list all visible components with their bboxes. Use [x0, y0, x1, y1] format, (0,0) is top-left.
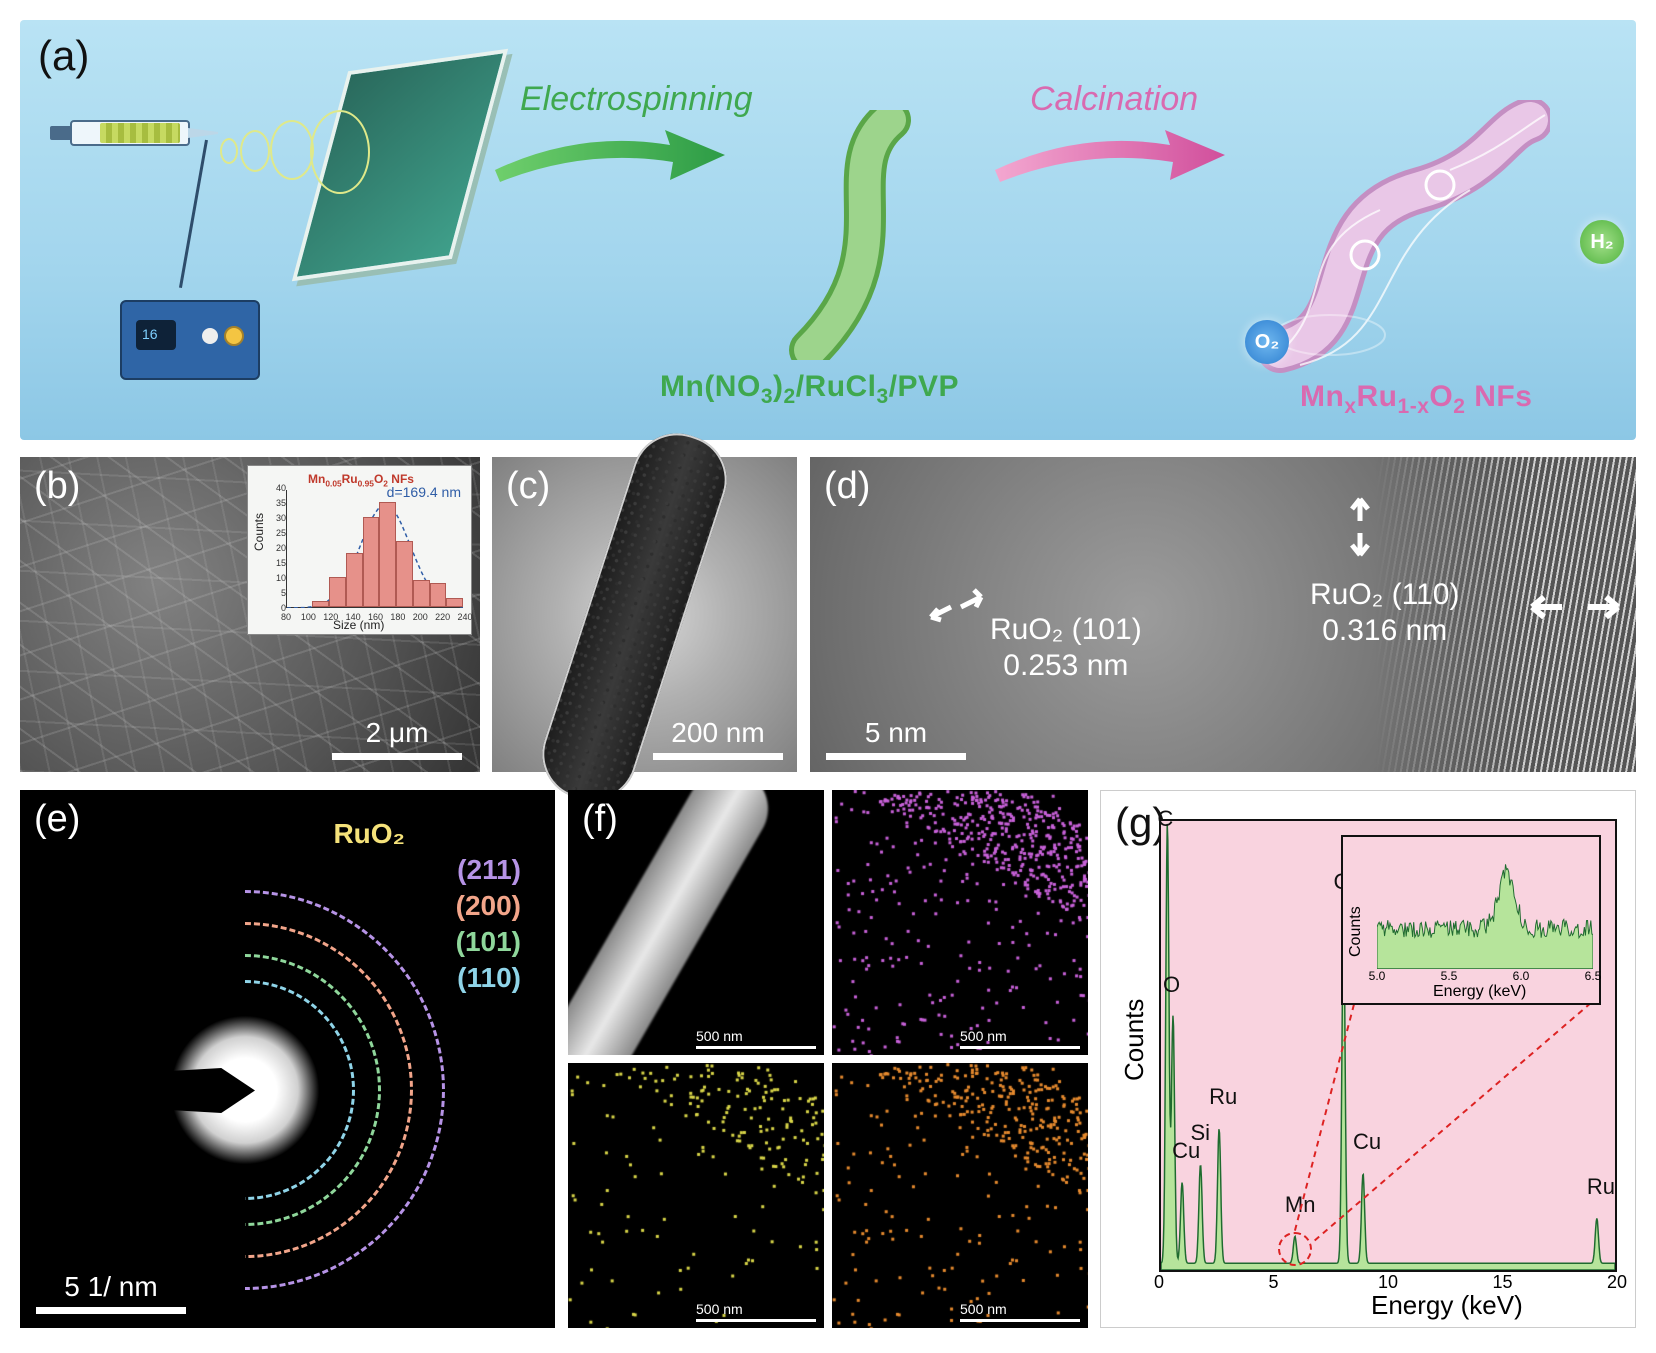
o2-badge-icon: O₂	[1245, 320, 1289, 364]
spectrum-ylabel: Counts	[1119, 999, 1150, 1081]
spectrum-plot-area: COCuSiRuMnCuCuRu Counts Energy (keV) 5.0…	[1159, 819, 1617, 1272]
eds-map-grid: (f) 500 nm Ru 500 nm Mn 500 nm O 500 nm	[568, 790, 1088, 1328]
panel-b-scalebar-text: 2 μm	[366, 717, 429, 748]
electrospinning-setup: 16	[60, 50, 480, 410]
panel-f-label: (f)	[582, 798, 618, 841]
panel-d-plane-110: RuO₂ (110) 0.316 nm	[1310, 577, 1459, 649]
product-formula: MnxRu1-xO2 NFs	[1300, 380, 1532, 419]
haadf-scalebar: 500 nm	[696, 1028, 816, 1049]
power-display-value: 16	[142, 326, 158, 342]
panel-e-label: (e)	[34, 798, 80, 841]
o-scalebar: 500 nm	[960, 1301, 1080, 1322]
lattice-arrow-110-top	[1330, 497, 1390, 557]
panel-e-scalebar: 5 1/ nm	[36, 1271, 186, 1314]
mn-callout-circle	[1278, 1232, 1312, 1266]
histogram-ylabel: Counts	[252, 513, 266, 551]
plane-101-d: 0.253 nm	[1003, 649, 1128, 682]
product-fiber-icon	[1250, 100, 1550, 380]
panel-d-hrtem: (d) RuO₂ (101) 0.253 nm RuO₂ (110) 0.316…	[810, 457, 1636, 772]
panel-e-scalebar-text: 5 1/ nm	[64, 1271, 157, 1302]
o-dot-field	[832, 1063, 1088, 1328]
histogram-xticks: 80100120140160180200220240	[286, 608, 463, 622]
spectrum-inset: Counts Energy (keV) 5.05.56.06.5	[1341, 835, 1601, 1005]
power-knob-icon	[202, 328, 218, 344]
panel-g-eds-spectrum: (g) Counts Energy (keV) 05101520 COCuSiR…	[1100, 790, 1636, 1328]
saed-material-label: RuO₂	[333, 818, 405, 850]
precursor-formula: Mn(NO3)2/RuCl3/PVP	[660, 370, 959, 409]
arrow-calcination-icon	[990, 120, 1230, 185]
panel-b-label: (b)	[34, 465, 80, 508]
plane-101-label: RuO₂ (101)	[990, 613, 1142, 646]
mn-dot-field	[568, 1063, 824, 1328]
inset-svg	[1377, 845, 1593, 969]
hv-power-supply-icon: 16	[120, 300, 260, 380]
arrow-label-electrospinning: Electrospinning	[520, 80, 752, 119]
panel-c-tem: (c) 200 nm	[492, 457, 797, 772]
histogram-inset: Mn0.05Ru0.95O2 NFs d=169.4 nm Counts Siz…	[247, 465, 472, 635]
arrow-label-calcination: Calcination	[1030, 80, 1198, 119]
h2-badge-icon: H₂	[1580, 220, 1624, 264]
panel-c-scalebar: 200 nm	[653, 717, 783, 760]
ru-dot-field	[832, 790, 1088, 1055]
panel-d-scalebar: 5 nm	[826, 717, 966, 760]
ru-scalebar: 500 nm	[960, 1028, 1080, 1049]
panel-f-eds-maps: (f) 500 nm Ru 500 nm Mn 500 nm O 500 nm	[568, 790, 1088, 1328]
spectrum-xticks: 05101520	[1159, 1273, 1617, 1293]
panel-c-label: (c)	[506, 465, 550, 508]
h2-text: H₂	[1590, 231, 1613, 254]
histogram-yticks: 0510152025303540	[268, 490, 286, 608]
figure-container: (a) 16 Electrospinning	[20, 20, 1636, 1333]
syringe-barrel	[100, 123, 180, 143]
haadf-map: (f) 500 nm	[568, 790, 824, 1055]
arrow-electrospinning-icon	[490, 120, 730, 185]
panel-d-label: (d)	[824, 465, 870, 508]
mn-map: Mn 500 nm	[568, 1063, 824, 1328]
inset-xlabel: Energy (keV)	[1433, 983, 1526, 1001]
panel-d-scalebar-text: 5 nm	[865, 717, 927, 748]
inset-ylabel: Counts	[1347, 906, 1365, 957]
hv-wire	[179, 140, 208, 288]
o2-text: O₂	[1255, 331, 1279, 354]
plane-110-label: RuO₂ (110)	[1310, 578, 1459, 611]
lattice-arrow-101-left	[926, 577, 986, 637]
panel-d-plane-101: RuO₂ (101) 0.253 nm	[990, 612, 1142, 684]
precursor-fiber-icon	[740, 110, 940, 360]
panel-c-scalebar-text: 200 nm	[671, 717, 764, 748]
panel-e-saed: (e) (211)(200)(101)(110) RuO₂ 5 1/ nm	[20, 790, 555, 1328]
spectrum-xlabel: Energy (keV)	[1371, 1290, 1523, 1321]
histogram-plot-area	[286, 490, 463, 608]
ru-map: Ru 500 nm	[832, 790, 1088, 1055]
mn-scalebar: 500 nm	[696, 1301, 816, 1322]
syringe-plunger	[50, 126, 72, 140]
saed-beamstop	[30, 1068, 255, 1113]
power-button-icon	[224, 326, 244, 346]
syringe-needle	[188, 128, 218, 138]
inset-xticks: 5.05.56.06.5	[1377, 969, 1593, 983]
plane-110-d: 0.316 nm	[1322, 614, 1447, 647]
panel-b-sem: (b) Mn0.05Ru0.95O2 NFs d=169.4 nm Counts…	[20, 457, 480, 772]
panel-a: (a) 16 Electrospinning	[20, 20, 1636, 440]
lattice-arrow-110-right	[1530, 577, 1620, 637]
o-map: O 500 nm	[832, 1063, 1088, 1328]
panel-b-scalebar: 2 μm	[332, 717, 462, 760]
electrospinning-jet	[220, 108, 380, 188]
